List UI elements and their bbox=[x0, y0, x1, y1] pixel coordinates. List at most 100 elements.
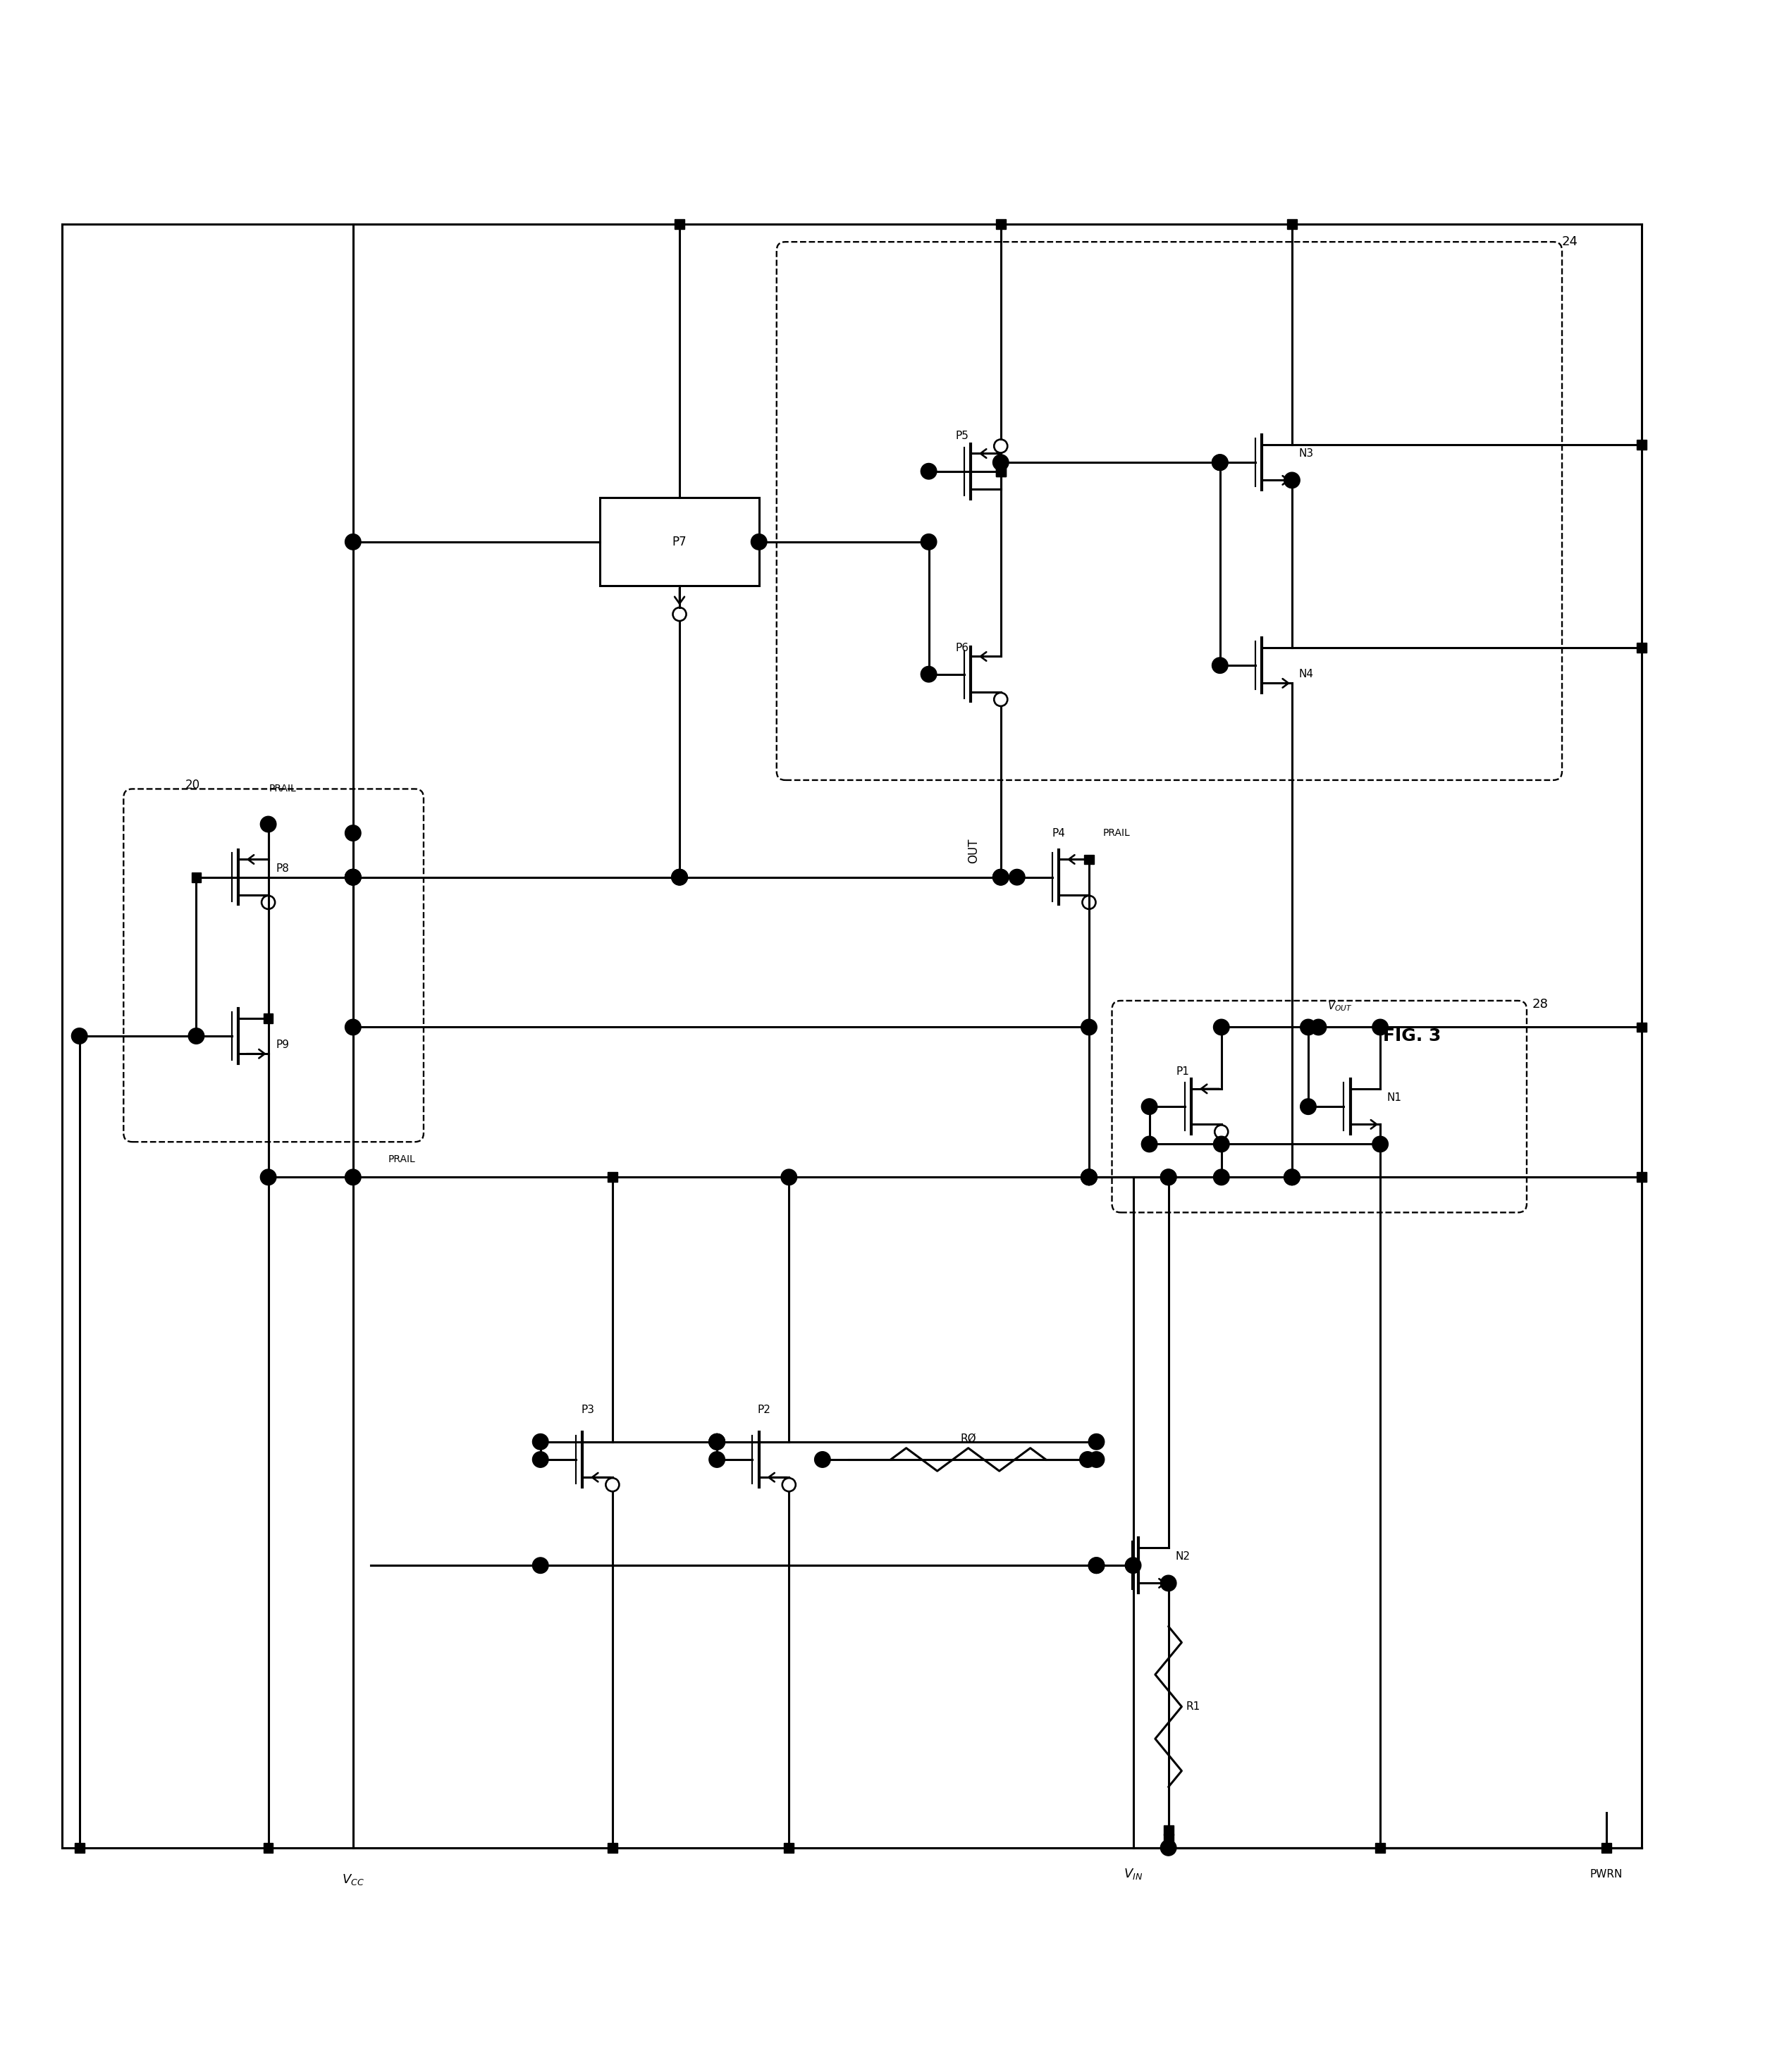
Circle shape bbox=[710, 1434, 725, 1450]
Bar bbox=[1163, 1834, 1174, 1844]
Circle shape bbox=[1010, 870, 1025, 885]
Bar bbox=[263, 818, 274, 829]
Circle shape bbox=[1214, 1135, 1228, 1152]
Circle shape bbox=[344, 535, 360, 549]
Text: N2: N2 bbox=[1175, 1552, 1190, 1562]
Circle shape bbox=[344, 1019, 360, 1036]
Text: P5: P5 bbox=[955, 431, 969, 441]
Circle shape bbox=[1089, 1558, 1105, 1573]
Text: PRAIL: PRAIL bbox=[268, 783, 297, 794]
Circle shape bbox=[921, 464, 937, 479]
Bar bbox=[1163, 1173, 1174, 1181]
Bar bbox=[1287, 474, 1297, 485]
Circle shape bbox=[1301, 1019, 1317, 1036]
Circle shape bbox=[1142, 1098, 1158, 1115]
Bar bbox=[1636, 1173, 1647, 1181]
Bar bbox=[1636, 642, 1647, 653]
Circle shape bbox=[921, 667, 937, 682]
Circle shape bbox=[1214, 1169, 1228, 1185]
Bar bbox=[995, 466, 1006, 477]
Text: P1: P1 bbox=[1175, 1065, 1190, 1077]
Bar bbox=[191, 872, 201, 883]
Circle shape bbox=[259, 816, 275, 833]
Circle shape bbox=[1080, 1169, 1098, 1185]
Bar bbox=[1601, 1842, 1611, 1852]
Text: P2: P2 bbox=[757, 1405, 771, 1415]
Bar bbox=[191, 1032, 201, 1040]
Circle shape bbox=[1285, 472, 1299, 489]
Circle shape bbox=[71, 1028, 86, 1044]
Bar bbox=[674, 220, 685, 230]
Circle shape bbox=[992, 870, 1010, 885]
Circle shape bbox=[1142, 1135, 1158, 1152]
Bar bbox=[1375, 1021, 1386, 1032]
Text: N1: N1 bbox=[1387, 1092, 1401, 1102]
Text: 28: 28 bbox=[1532, 999, 1548, 1011]
Circle shape bbox=[533, 1434, 549, 1450]
Text: $V_{CC}$: $V_{CC}$ bbox=[342, 1873, 364, 1888]
Bar bbox=[1163, 1825, 1174, 1836]
Text: N3: N3 bbox=[1299, 448, 1313, 458]
Circle shape bbox=[710, 1434, 725, 1450]
Circle shape bbox=[1161, 1169, 1177, 1185]
Circle shape bbox=[1285, 1169, 1299, 1185]
Text: $V_{IN}$: $V_{IN}$ bbox=[1124, 1867, 1142, 1881]
Circle shape bbox=[1301, 1098, 1317, 1115]
Bar bbox=[263, 1013, 274, 1024]
Circle shape bbox=[1373, 1135, 1387, 1152]
Circle shape bbox=[1089, 1452, 1105, 1467]
Text: P8: P8 bbox=[275, 864, 289, 874]
Circle shape bbox=[1161, 1840, 1177, 1857]
Text: PWRN: PWRN bbox=[1590, 1869, 1622, 1879]
Circle shape bbox=[1080, 1169, 1098, 1185]
Text: P7: P7 bbox=[672, 535, 687, 549]
Circle shape bbox=[710, 1452, 725, 1467]
Bar bbox=[600, 497, 759, 586]
Text: $V_{OUT}$: $V_{OUT}$ bbox=[1327, 999, 1352, 1013]
Circle shape bbox=[344, 870, 360, 885]
Text: P4: P4 bbox=[1052, 829, 1066, 839]
Bar bbox=[995, 220, 1006, 230]
Text: N4: N4 bbox=[1299, 669, 1313, 680]
Text: FIG. 3: FIG. 3 bbox=[1384, 1028, 1440, 1044]
Text: PRAIL: PRAIL bbox=[1103, 829, 1130, 837]
Circle shape bbox=[814, 1452, 831, 1467]
Circle shape bbox=[1213, 454, 1228, 470]
Text: OUT: OUT bbox=[967, 839, 980, 864]
Circle shape bbox=[344, 870, 360, 885]
Text: 24: 24 bbox=[1562, 236, 1578, 249]
Bar bbox=[784, 1173, 794, 1181]
Circle shape bbox=[1080, 1452, 1096, 1467]
Circle shape bbox=[671, 870, 687, 885]
Circle shape bbox=[671, 870, 687, 885]
Circle shape bbox=[710, 1434, 725, 1450]
Text: RØ: RØ bbox=[960, 1434, 976, 1444]
Circle shape bbox=[189, 1028, 205, 1044]
Bar bbox=[1084, 854, 1094, 864]
Circle shape bbox=[780, 1169, 798, 1185]
Circle shape bbox=[533, 1558, 549, 1573]
Bar bbox=[817, 1455, 828, 1465]
Circle shape bbox=[921, 535, 937, 549]
Circle shape bbox=[344, 825, 360, 841]
Circle shape bbox=[1213, 454, 1228, 470]
Text: R1: R1 bbox=[1186, 1701, 1200, 1711]
Circle shape bbox=[344, 1169, 360, 1185]
Text: PRAIL: PRAIL bbox=[388, 1154, 415, 1164]
Bar bbox=[784, 1842, 794, 1852]
Text: P9: P9 bbox=[275, 1040, 289, 1051]
Circle shape bbox=[752, 535, 768, 549]
Text: P3: P3 bbox=[581, 1405, 595, 1415]
Bar bbox=[263, 1842, 274, 1852]
Circle shape bbox=[533, 1452, 549, 1467]
Bar bbox=[1287, 220, 1297, 230]
Circle shape bbox=[1285, 1169, 1299, 1185]
Circle shape bbox=[1310, 1019, 1327, 1036]
Circle shape bbox=[1373, 1019, 1387, 1036]
Circle shape bbox=[1161, 1169, 1177, 1185]
Circle shape bbox=[1126, 1558, 1142, 1573]
Text: 20: 20 bbox=[185, 779, 199, 792]
Circle shape bbox=[259, 1169, 275, 1185]
Circle shape bbox=[1080, 1169, 1098, 1185]
Bar bbox=[607, 1842, 618, 1852]
